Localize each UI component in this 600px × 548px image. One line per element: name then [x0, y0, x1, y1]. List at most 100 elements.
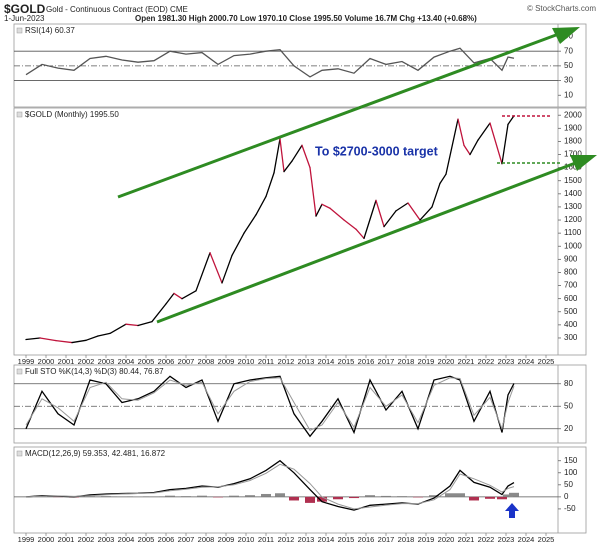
price-segment	[25, 337, 41, 341]
x-tick-label: 2002	[78, 357, 95, 366]
x-tick-label: 2001	[58, 357, 75, 366]
price-segment	[173, 292, 183, 300]
x-tick-label: 2013	[298, 357, 315, 366]
price-segment	[501, 123, 509, 165]
indicator-line	[25, 377, 515, 431]
histogram-bar	[85, 496, 95, 497]
y-tick-label: 400	[564, 320, 578, 329]
x-tick-label: 2018	[398, 535, 415, 544]
x-tick-label: 2001	[58, 535, 75, 544]
y-tick-label: 50	[564, 480, 573, 489]
x-tick-label: 2008	[198, 357, 215, 366]
price-segment	[291, 144, 303, 162]
indicator-line	[25, 47, 515, 78]
y-tick-label: 10	[564, 90, 573, 99]
price-segment	[301, 144, 311, 169]
price-segment	[231, 232, 245, 257]
panel-title: $GOLD (Monthly) 1995.50	[25, 110, 119, 119]
y-tick-label: 50	[564, 61, 573, 70]
y-tick-label: 20	[564, 424, 573, 433]
y-tick-label: 50	[564, 401, 573, 410]
y-tick-label: 80	[564, 379, 573, 388]
price-segment	[279, 138, 285, 173]
panel-frame	[13, 107, 587, 356]
y-tick-label: 1200	[564, 215, 582, 224]
x-tick-label: 2023	[498, 535, 515, 544]
x-tick-label: 2009	[218, 357, 235, 366]
x-tick-label: 1999	[18, 535, 35, 544]
y-tick-label: 600	[564, 294, 578, 303]
y-tick-label: 1600	[564, 163, 582, 172]
y-tick-label: 700	[564, 281, 578, 290]
x-tick-label: 2007	[178, 535, 195, 544]
panel-frame	[13, 446, 587, 534]
indicator-line	[25, 463, 515, 510]
histogram-bar	[181, 496, 191, 497]
price-segment	[243, 214, 257, 234]
histogram-bar	[261, 493, 271, 497]
price-segment	[125, 323, 139, 327]
y-tick-label: 1500	[564, 176, 582, 185]
price-segment	[363, 199, 377, 240]
y-tick-label: 1000	[564, 241, 582, 250]
x-tick-label: 2023	[498, 357, 515, 366]
histogram-bar	[497, 496, 507, 500]
price-segment	[477, 122, 491, 141]
price-segment	[283, 160, 293, 173]
y-tick-label: 100	[564, 468, 578, 477]
price-segment	[395, 202, 409, 212]
histogram-bar	[485, 496, 495, 499]
y-tick-label: 800	[564, 268, 578, 277]
x-tick-label: 2000	[38, 535, 55, 544]
price-segment	[273, 138, 281, 174]
panel-title: Full STO %K(14,3) %D(3) 80.44, 76.87	[25, 367, 164, 376]
y-tick-label: 1100	[564, 228, 582, 237]
price-segment	[151, 303, 167, 323]
histogram-bar	[197, 495, 207, 497]
price-segment	[55, 339, 73, 344]
histogram-bar	[229, 495, 239, 497]
price-segment	[181, 290, 197, 300]
panel-icon	[16, 450, 23, 457]
price-segment	[39, 337, 57, 342]
histogram-bar	[245, 495, 255, 497]
price-segment	[321, 203, 331, 209]
panel-title: MACD(12,26,9) 59.353, 42.481, 16.872	[25, 449, 166, 458]
price-segment	[195, 252, 211, 292]
histogram-bar	[349, 496, 359, 499]
y-tick-label: 30	[564, 76, 573, 85]
price-segment	[85, 335, 99, 341]
histogram-bar	[509, 492, 519, 497]
x-tick-label: 2012	[278, 535, 295, 544]
price-segment	[329, 207, 345, 221]
x-tick-label: 2011	[258, 535, 274, 544]
y-tick-label: 1800	[564, 137, 582, 146]
x-tick-label: 1999	[18, 357, 35, 366]
histogram-bar	[455, 493, 465, 497]
price-segment	[109, 323, 127, 335]
histogram-bar	[289, 496, 299, 501]
x-tick-label: 2025	[538, 535, 555, 544]
price-segment	[255, 195, 267, 216]
histogram-bar	[165, 495, 175, 497]
price-segment	[469, 139, 479, 156]
instrument-name: Gold - Continuous Contract (EOD) CME	[46, 5, 188, 14]
histogram-bar	[503, 494, 513, 497]
x-tick-label: 2021	[458, 535, 475, 544]
price-segment	[463, 144, 471, 156]
x-tick-label: 2012	[278, 357, 295, 366]
y-tick-label: 300	[564, 333, 578, 342]
price-segment	[209, 252, 223, 284]
price-segment	[165, 292, 175, 305]
x-tick-label: 2005	[138, 535, 155, 544]
x-tick-label: 2014	[318, 535, 335, 544]
price-segment	[97, 332, 111, 337]
x-tick-label: 2017	[378, 357, 395, 366]
x-tick-label: 2003	[98, 357, 115, 366]
panel-icon	[16, 368, 23, 375]
x-tick-label: 2006	[158, 535, 175, 544]
x-tick-label: 2024	[518, 535, 535, 544]
x-tick-label: 2025	[538, 357, 555, 366]
y-tick-label: 1300	[564, 202, 582, 211]
